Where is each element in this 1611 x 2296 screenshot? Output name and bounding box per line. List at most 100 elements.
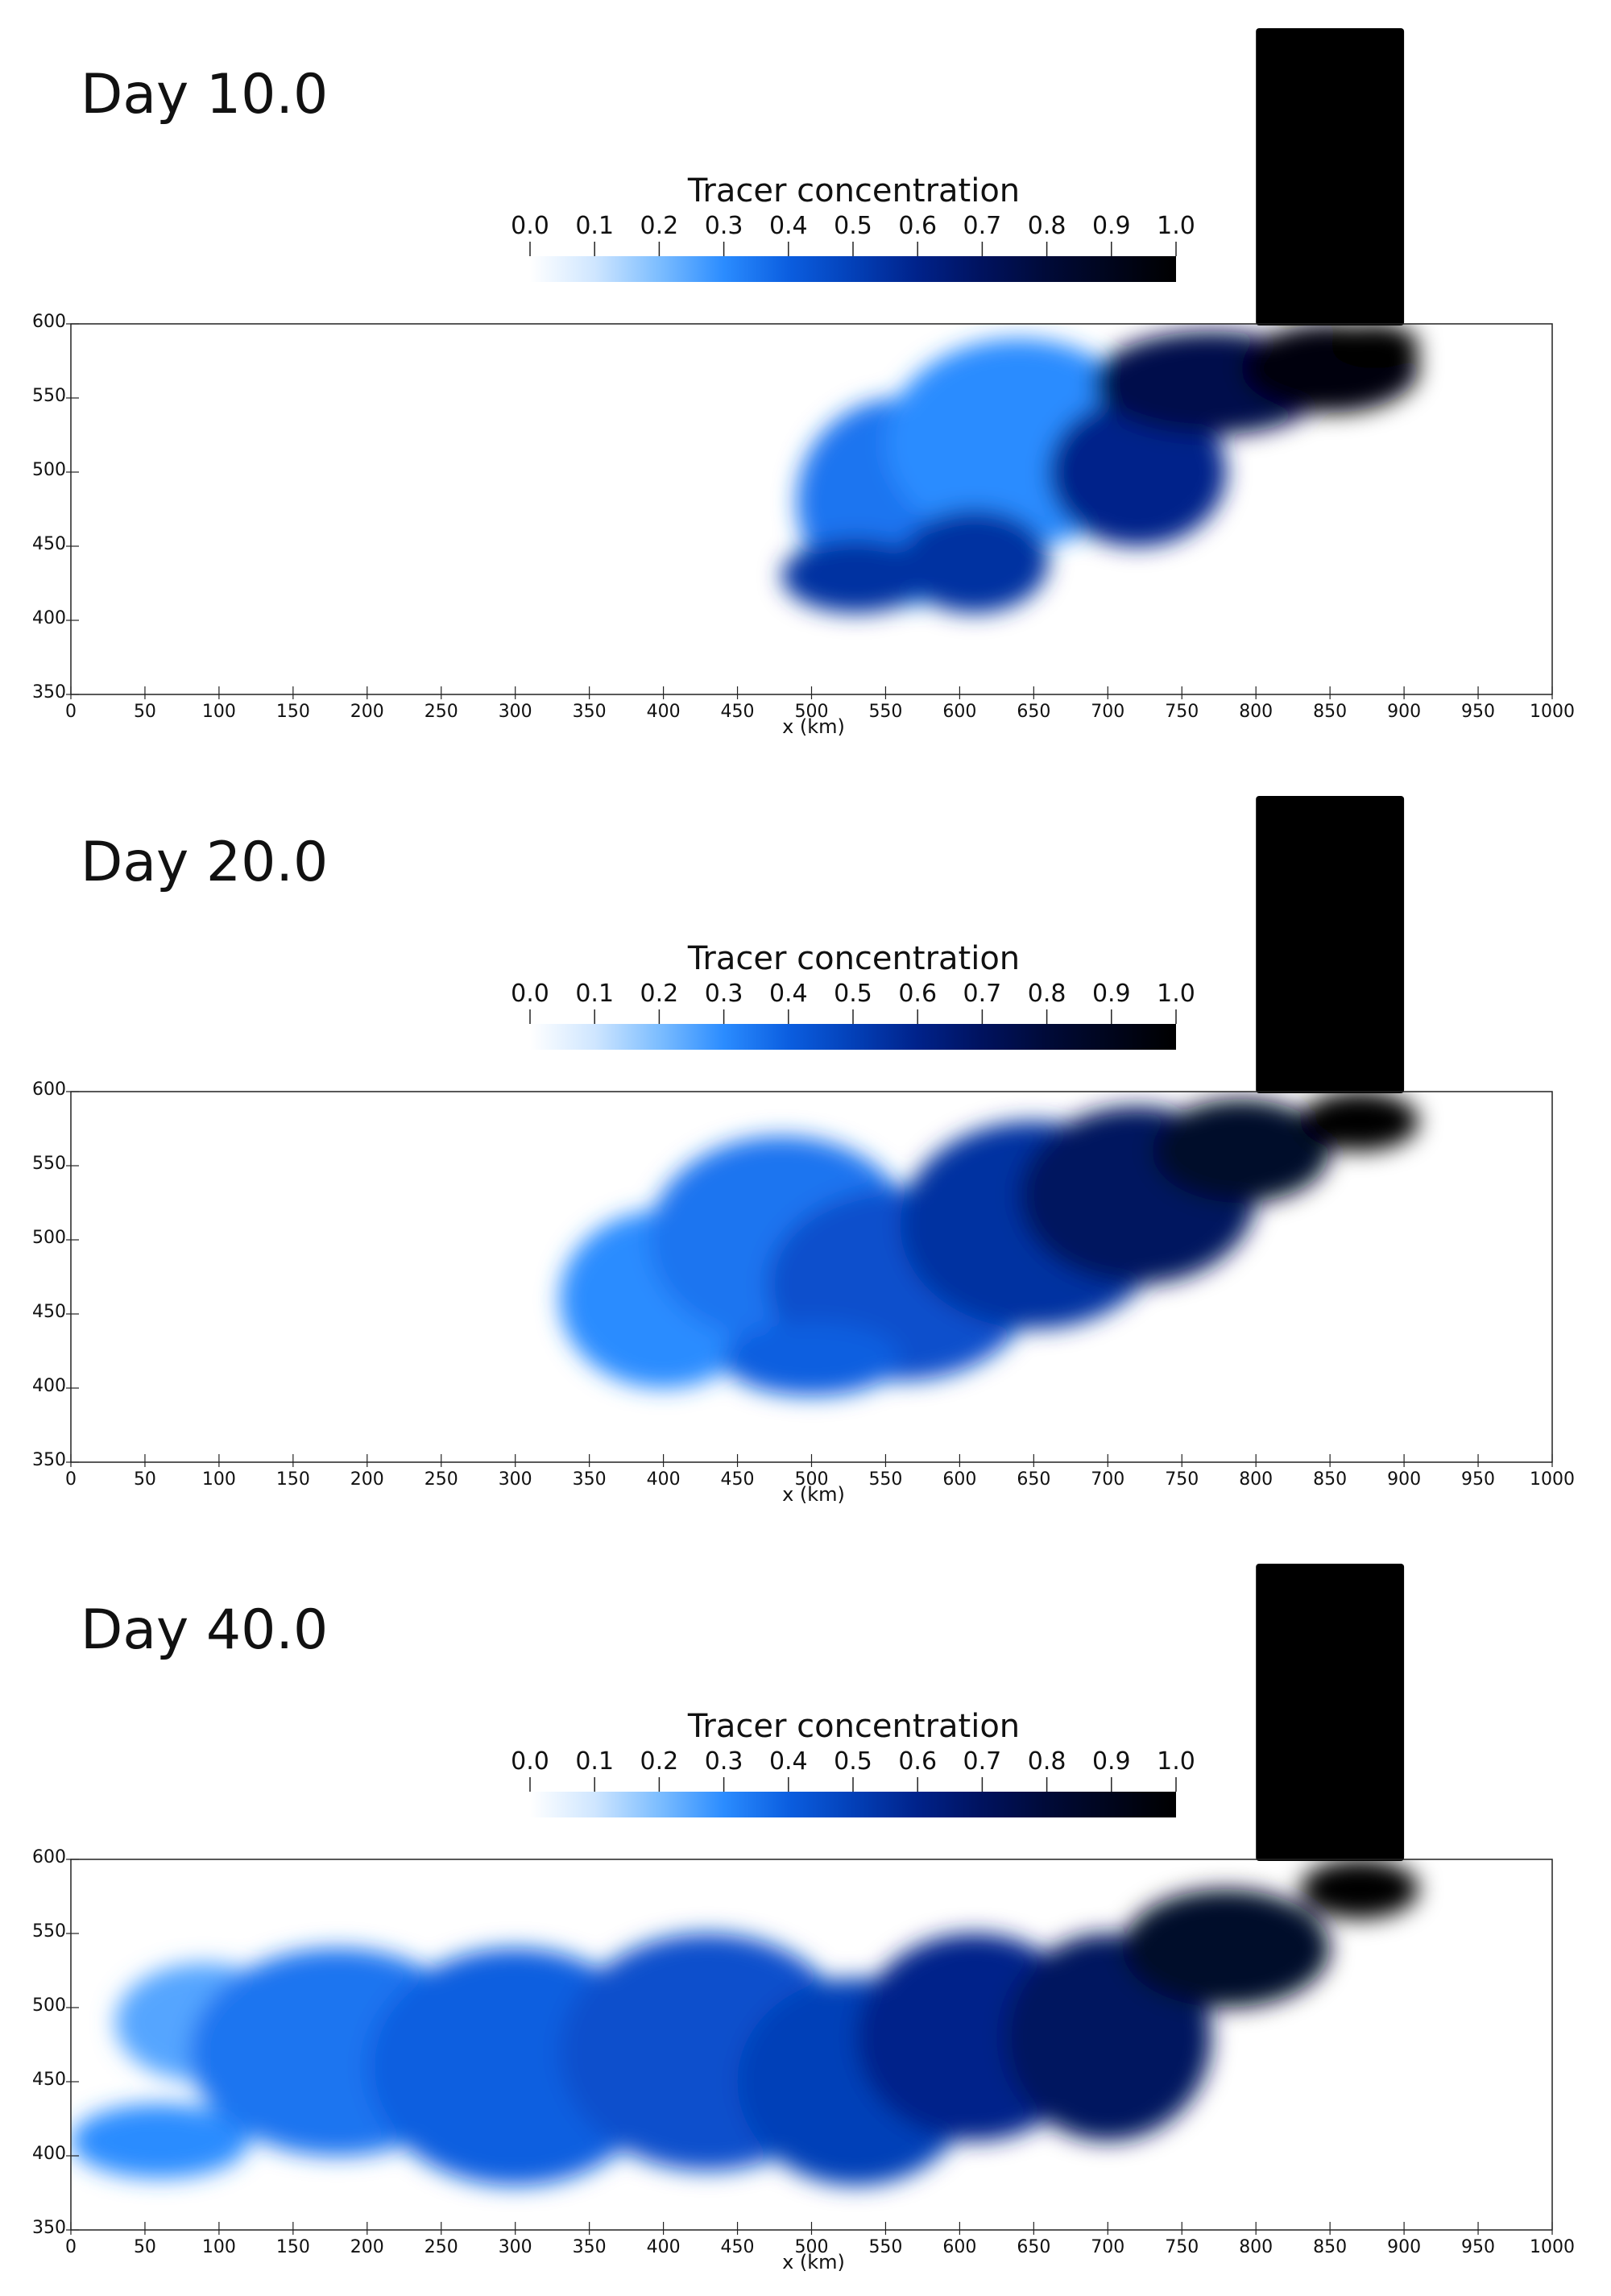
- y-tick-label: 550: [32, 1921, 66, 1942]
- x-tick-label: 200: [350, 1469, 384, 1490]
- colorbar-tick-label: 0.5: [834, 1747, 872, 1776]
- y-tick-label: 400: [32, 1376, 66, 1396]
- x-tick-label: 650: [1017, 1469, 1050, 1490]
- x-tick-label: 900: [1387, 702, 1421, 722]
- inlet-channel: [1256, 28, 1405, 325]
- y-tick-label: 350: [32, 1450, 66, 1470]
- x-tick-label: 850: [1313, 2237, 1347, 2257]
- x-tick-label: 500: [795, 1469, 829, 1490]
- colorbar-tick-label: 0.2: [640, 212, 679, 240]
- x-tick-label: 250: [424, 702, 458, 722]
- x-tick-label: 150: [276, 2237, 310, 2257]
- x-tick-label: 800: [1239, 2237, 1273, 2257]
- y-tick-label: 400: [32, 2144, 66, 2164]
- x-tick-label: 850: [1313, 702, 1347, 722]
- colorbar: 0.0 0.1 0.2 0.3 0.4 0.5 0.6 0.7 0.8 0.9 1.0: [511, 212, 1195, 282]
- colorbar-gradient: [530, 1024, 1176, 1050]
- x-tick-label: 650: [1017, 702, 1050, 722]
- x-tick-label: 850: [1313, 1469, 1347, 1490]
- panel-day-40: Day 40.0 Tracer concentration 0.0 0.1 0.2 0…: [32, 1564, 1575, 2273]
- colorbar-tick-label: 0.5: [834, 980, 872, 1008]
- x-tick-label: 1000: [1530, 702, 1575, 722]
- y-tick-label: 600: [32, 312, 66, 332]
- plume-blob: [1300, 1092, 1419, 1151]
- y-tick-label: 350: [32, 2218, 66, 2238]
- x-tick-label: 150: [276, 702, 310, 722]
- x-tick-label: 700: [1091, 702, 1124, 722]
- plume-blob: [71, 2103, 249, 2178]
- x-tick-label: 350: [573, 702, 607, 722]
- colorbar-title: Tracer concentration: [687, 1708, 1020, 1745]
- colorbar-tick-label: 0.7: [963, 980, 1002, 1008]
- x-tick-label: 0: [65, 702, 77, 722]
- plume-blob: [1048, 398, 1227, 546]
- x-tick-label: 450: [721, 1469, 755, 1490]
- colorbar-tick-label: 0.3: [705, 1747, 743, 1776]
- x-tick-label: 350: [573, 2237, 607, 2257]
- panel-title: Day 10.0: [81, 63, 328, 126]
- colorbar-gradient: [530, 1792, 1176, 1817]
- colorbar-tick-label: 0.7: [963, 1747, 1002, 1776]
- x-tick-label: 1000: [1530, 1469, 1575, 1490]
- colorbar-gradient: [530, 256, 1176, 282]
- y-tick-label: 500: [32, 460, 66, 480]
- y-tick-label: 550: [32, 386, 66, 406]
- x-tick-label: 250: [424, 2237, 458, 2257]
- plume-blob: [1122, 1888, 1331, 2008]
- x-tick-label: 750: [1165, 702, 1199, 722]
- x-tick-label: 300: [499, 2237, 532, 2257]
- x-tick-label: 50: [134, 1469, 156, 1490]
- axes: 0 50 100 150 200 250 300 350 400 450 500 550 600 650 7…: [32, 1080, 1575, 1490]
- y-tick-label: 450: [32, 1302, 66, 1322]
- x-tick-label: 100: [202, 1469, 236, 1490]
- colorbar-tick-label: 0.8: [1028, 980, 1066, 1008]
- colorbar-tick-label: 0.9: [1092, 980, 1131, 1008]
- x-tick-label: 950: [1461, 2237, 1495, 2257]
- colorbar-tick-label: 0.0: [511, 1747, 549, 1776]
- y-tick-label: 500: [32, 1996, 66, 2016]
- colorbar-tick-label: 1.0: [1157, 1747, 1195, 1776]
- colorbar-tick-label: 0.2: [640, 980, 679, 1008]
- x-tick-label: 150: [276, 1469, 310, 1490]
- inlet-channel: [1256, 796, 1405, 1093]
- x-tick-label: 700: [1091, 2237, 1124, 2257]
- x-tick-label: 900: [1387, 2237, 1421, 2257]
- x-tick-label: 600: [942, 2237, 976, 2257]
- colorbar-tick-label: 0.4: [769, 1747, 808, 1776]
- colorbar-tick-label: 0.1: [575, 212, 614, 240]
- colorbar-title: Tracer concentration: [687, 172, 1020, 209]
- y-tick-label: 350: [32, 682, 66, 702]
- y-tick-label: 500: [32, 1228, 66, 1248]
- x-tick-label: 750: [1165, 2237, 1199, 2257]
- y-tick-label: 600: [32, 1847, 66, 1867]
- plume-blob: [781, 538, 930, 613]
- x-tick-label: 100: [202, 2237, 236, 2257]
- colorbar-tick-label: 0.3: [705, 980, 743, 1008]
- plume-blob: [1330, 324, 1419, 369]
- colorbar-tick-label: 0.2: [640, 1747, 679, 1776]
- colorbar-tick-label: 0.1: [575, 1747, 614, 1776]
- colorbar-tick-label: 0.9: [1092, 1747, 1131, 1776]
- x-tick-label: 550: [868, 702, 902, 722]
- plume-blob: [1300, 1859, 1419, 1919]
- tracer-field: [71, 1564, 1419, 2186]
- colorbar-tick-label: 0.6: [898, 1747, 937, 1776]
- x-tick-label: 600: [942, 702, 976, 722]
- x-tick-label: 800: [1239, 702, 1273, 722]
- x-tick-label: 500: [795, 702, 829, 722]
- x-tick-label: 50: [134, 702, 156, 722]
- x-tick-label: 800: [1239, 1469, 1273, 1490]
- colorbar-tick-label: 0.8: [1028, 212, 1066, 240]
- colorbar-tick-label: 0.6: [898, 212, 937, 240]
- x-tick-label: 650: [1017, 2237, 1050, 2257]
- panel-day-10: Day 10.0 Tracer concentration 0.0 0.1 0.2 0…: [32, 28, 1575, 738]
- x-tick-label: 950: [1461, 702, 1495, 722]
- colorbar: 0.0 0.1 0.2 0.3 0.4 0.5 0.6 0.7 0.8 0.9 1.0: [511, 1747, 1195, 1817]
- x-tick-label: 950: [1461, 1469, 1495, 1490]
- axes: 0 50 100 150 200 250 300 350 400 450 500 550 600 650 7…: [32, 1847, 1575, 2257]
- colorbar-tick-label: 0.3: [705, 212, 743, 240]
- x-tick-label: 900: [1387, 1469, 1421, 1490]
- x-tick-label: 600: [942, 1469, 976, 1490]
- x-tick-label: 100: [202, 702, 236, 722]
